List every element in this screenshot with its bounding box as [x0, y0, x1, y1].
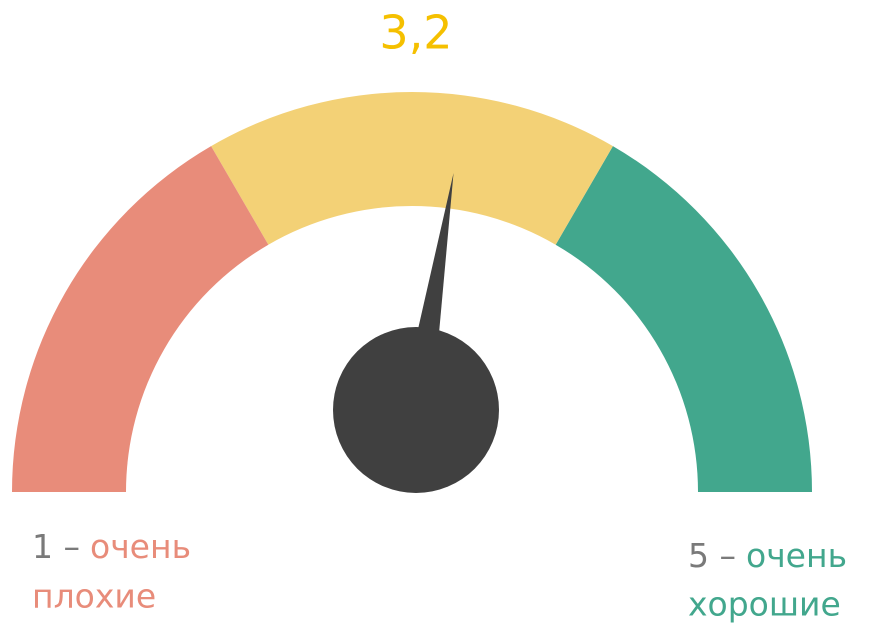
needle-hub: [333, 327, 499, 493]
max-number: 5 –: [688, 536, 736, 575]
min-label: 1 – очень: [32, 527, 191, 566]
max-label: 5 – очень: [688, 536, 847, 575]
max-text: очень: [746, 536, 847, 575]
gauge-band: [555, 146, 812, 492]
min-text: очень: [90, 527, 191, 566]
min-text-2: плохие: [32, 577, 156, 616]
gauge-band: [211, 92, 613, 245]
max-text-2: хорошие: [688, 585, 841, 624]
min-number: 1 –: [32, 527, 80, 566]
needle: [333, 172, 499, 493]
gauge-value: 3,2: [379, 6, 452, 60]
gauge-band: [12, 146, 269, 492]
